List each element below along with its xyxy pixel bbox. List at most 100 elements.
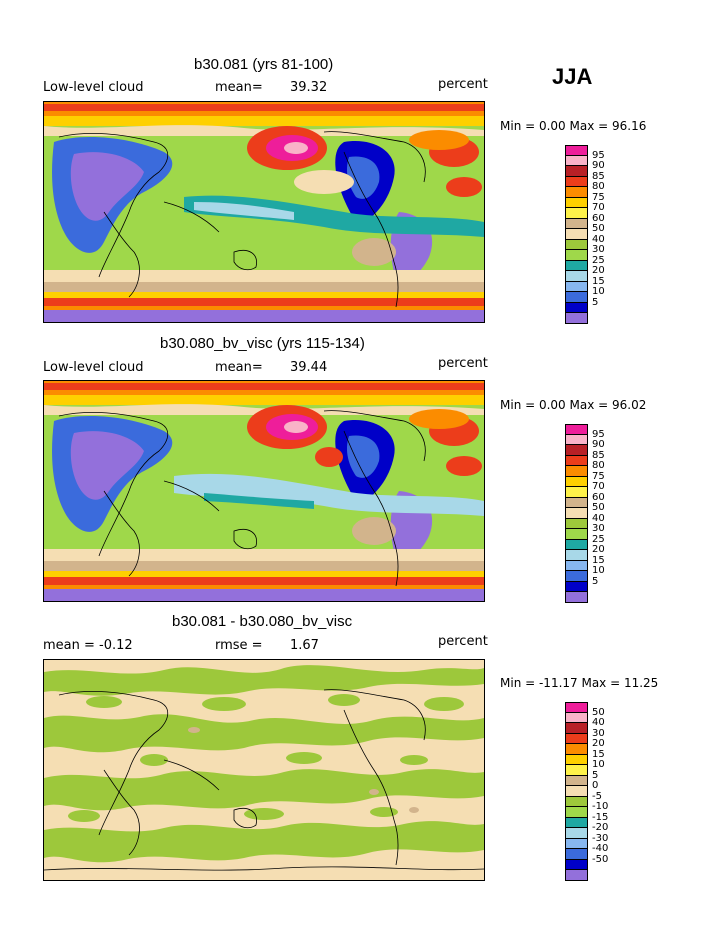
legend-swatch [565, 775, 588, 786]
legend-label: 90 [592, 439, 605, 450]
legend-swatch [565, 434, 588, 445]
legend-label: 40 [592, 233, 605, 245]
legend-label: 30 [592, 727, 605, 739]
panel1-units: percent [438, 77, 488, 92]
legend-label: 20 [592, 544, 605, 555]
legend-swatch [565, 487, 588, 498]
panel1-variable: Low-level cloud [43, 80, 144, 95]
legend-swatch [565, 592, 588, 603]
panel3-stat-label: rmse = [215, 638, 263, 653]
panel3-map [43, 659, 485, 881]
legend-swatch [565, 281, 588, 292]
legend-label: -50 [592, 853, 609, 865]
legend-label: 15 [592, 275, 605, 287]
legend-swatch [565, 571, 588, 582]
legend-swatch [565, 229, 588, 240]
legend-label: 60 [592, 212, 605, 224]
panel2-stat-label: mean= [215, 360, 263, 375]
legend-swatch [565, 476, 588, 487]
legend-swatch [565, 166, 588, 177]
legend-swatch [565, 529, 588, 540]
legend-swatch [565, 560, 588, 571]
legend-swatch [565, 744, 588, 755]
legend-label: 80 [592, 181, 605, 192]
panel2-minmax: Min = 0.00 Max = 96.02 [500, 398, 647, 412]
panel2-map [43, 380, 485, 602]
legend-swatch [565, 786, 588, 797]
legend-swatch [565, 239, 588, 250]
legend-label: 10 [592, 286, 605, 297]
legend-label: 0 [592, 780, 599, 791]
legend-label: 5 [592, 296, 599, 308]
legend-swatch [565, 292, 588, 303]
legend-label: 60 [592, 491, 605, 503]
legend-swatch [565, 466, 588, 477]
legend-swatch [565, 539, 588, 550]
panel2-title: b30.080_bv_visc (yrs 115-134) [160, 335, 365, 352]
legend-label: 85 [592, 449, 605, 461]
panel1-stat-label: mean= [215, 80, 263, 95]
legend-label: 50 [592, 706, 605, 718]
legend-label: 85 [592, 170, 605, 182]
panel1-stat-value: 39.32 [290, 80, 328, 95]
legend-swatch [565, 518, 588, 529]
legend-label: 80 [592, 460, 605, 471]
legend-label: 5 [592, 575, 599, 587]
panel2-variable: Low-level cloud [43, 360, 144, 375]
legend-swatch [565, 208, 588, 219]
legend-swatch [565, 455, 588, 466]
legend-swatch [565, 807, 588, 818]
panel2-stat-value: 39.44 [290, 360, 328, 375]
legend-label: 30 [592, 523, 605, 534]
legend-swatch [565, 796, 588, 807]
legend-swatch [565, 723, 588, 734]
legend-swatch [565, 271, 588, 282]
legend-label: -40 [592, 843, 609, 854]
legend-label: 95 [592, 428, 605, 440]
legend-label: 50 [592, 223, 605, 234]
panel1-minmax: Min = 0.00 Max = 96.16 [500, 119, 647, 133]
panel3-stat-value: 1.67 [290, 638, 319, 653]
legend-swatch [565, 849, 588, 860]
legend-swatch [565, 817, 588, 828]
legend-label: 50 [592, 502, 605, 513]
legend-swatch [565, 765, 588, 776]
legend-label: -20 [592, 822, 609, 833]
legend-swatch [565, 424, 588, 435]
legend-swatch [565, 302, 588, 313]
legend-label: 75 [592, 191, 605, 203]
legend-label: 10 [592, 565, 605, 576]
legend-swatch [565, 828, 588, 839]
legend-swatch [565, 313, 588, 324]
legend-swatch [565, 155, 588, 166]
legend-swatch [565, 187, 588, 198]
legend-label: 90 [592, 160, 605, 171]
panel1-title: b30.081 (yrs 81-100) [194, 56, 334, 73]
legend-swatch [565, 733, 588, 744]
legend-label: 70 [592, 481, 605, 492]
legend-swatch [565, 581, 588, 592]
legend-label: 75 [592, 470, 605, 482]
legend-swatch [565, 145, 588, 156]
legend-swatch [565, 508, 588, 519]
panel2-units: percent [438, 356, 488, 371]
panel3-title: b30.081 - b30.080_bv_visc [172, 613, 353, 630]
legend-swatch [565, 859, 588, 870]
legend-label: -10 [592, 801, 609, 812]
legend-swatch [565, 550, 588, 561]
legend-label: 15 [592, 554, 605, 566]
legend-label: 15 [592, 748, 605, 760]
legend-label: 10 [592, 759, 605, 770]
legend-swatch [565, 702, 588, 713]
legend-swatch [565, 197, 588, 208]
legend-swatch [565, 445, 588, 456]
season-label: JJA [552, 64, 593, 89]
legend-label: 5 [592, 769, 599, 781]
panel3-units: percent [438, 634, 488, 649]
legend-label: 25 [592, 533, 605, 545]
legend-label: 20 [592, 738, 605, 749]
legend-swatch [565, 176, 588, 187]
legend-swatch [565, 870, 588, 881]
panel3-mean: mean = -0.12 [43, 638, 133, 653]
legend-label: 20 [592, 265, 605, 276]
